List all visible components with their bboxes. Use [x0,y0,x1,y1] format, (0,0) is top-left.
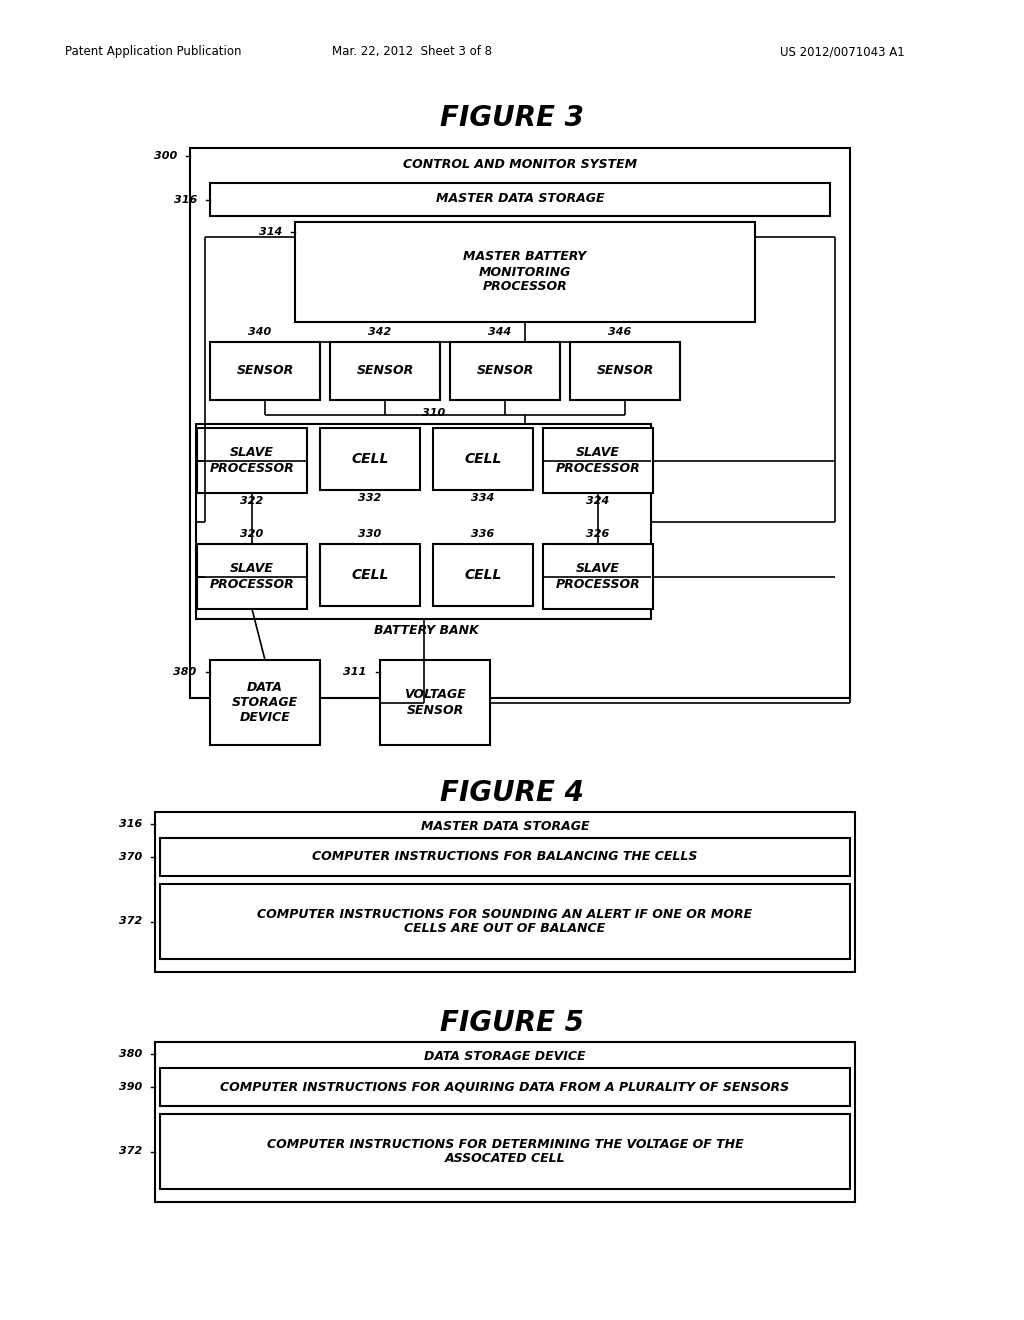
Text: 330: 330 [358,529,382,539]
Text: CONTROL AND MONITOR SYSTEM: CONTROL AND MONITOR SYSTEM [402,158,637,172]
Text: FIGURE 5: FIGURE 5 [440,1008,584,1038]
Text: 300: 300 [154,150,177,161]
Text: 310: 310 [422,408,445,418]
Text: 340: 340 [249,327,271,337]
Bar [380,660,490,744]
Bar [330,342,440,400]
Text: US 2012/0071043 A1: US 2012/0071043 A1 [780,45,905,58]
Text: CELL: CELL [351,451,389,466]
Bar [319,428,420,490]
Bar [197,428,307,492]
Bar [197,544,307,609]
Text: SENSOR: SENSOR [356,364,414,378]
Text: DATA STORAGE DEVICE: DATA STORAGE DEVICE [424,1049,586,1063]
Text: FIGURE 4: FIGURE 4 [440,779,584,807]
Text: 314: 314 [259,227,282,238]
Text: 316: 316 [174,195,197,205]
Text: 370: 370 [119,851,142,862]
Bar [543,428,653,492]
Text: DATA
STORAGE
DEVICE: DATA STORAGE DEVICE [232,681,298,723]
Text: 380: 380 [173,667,196,677]
Bar [155,812,855,972]
Text: SLAVE
PROCESSOR: SLAVE PROCESSOR [556,562,640,590]
Bar [210,183,830,216]
Text: SENSOR: SENSOR [476,364,534,378]
Text: 322: 322 [241,496,263,506]
Text: 336: 336 [471,529,495,539]
Text: CELL: CELL [464,568,502,582]
Bar [190,148,850,698]
Text: 326: 326 [587,529,609,539]
Text: 320: 320 [241,529,263,539]
Bar [160,1114,850,1189]
Text: MASTER BATTERY
MONITORING
PROCESSOR: MASTER BATTERY MONITORING PROCESSOR [464,251,587,293]
Text: 324: 324 [587,496,609,506]
Text: 372: 372 [119,1147,142,1156]
Bar [210,660,319,744]
Text: CELL: CELL [351,568,389,582]
Bar [196,424,651,619]
Text: SLAVE
PROCESSOR: SLAVE PROCESSOR [210,446,294,474]
Text: 316: 316 [119,818,142,829]
Text: 342: 342 [369,327,391,337]
Text: FIGURE 3: FIGURE 3 [440,104,584,132]
Text: VOLTAGE
SENSOR: VOLTAGE SENSOR [404,689,466,717]
Text: 311: 311 [343,667,366,677]
Text: 372: 372 [119,916,142,927]
Bar [543,544,653,609]
Bar [295,222,755,322]
Text: SENSOR: SENSOR [596,364,653,378]
Text: MASTER DATA STORAGE: MASTER DATA STORAGE [421,820,589,833]
Bar [160,838,850,876]
Bar [433,544,534,606]
Text: 346: 346 [608,327,632,337]
Text: COMPUTER INSTRUCTIONS FOR DETERMINING THE VOLTAGE OF THE
ASSOCATED CELL: COMPUTER INSTRUCTIONS FOR DETERMINING TH… [266,1138,743,1166]
Bar [570,342,680,400]
Text: BATTERY BANK: BATTERY BANK [374,624,479,638]
Text: SENSOR: SENSOR [237,364,294,378]
Bar [160,884,850,960]
Text: 332: 332 [358,492,382,503]
Text: COMPUTER INSTRUCTIONS FOR BALANCING THE CELLS: COMPUTER INSTRUCTIONS FOR BALANCING THE … [312,850,697,863]
Text: COMPUTER INSTRUCTIONS FOR AQUIRING DATA FROM A PLURALITY OF SENSORS: COMPUTER INSTRUCTIONS FOR AQUIRING DATA … [220,1081,790,1093]
Bar [319,544,420,606]
Text: SLAVE
PROCESSOR: SLAVE PROCESSOR [210,562,294,590]
Text: COMPUTER INSTRUCTIONS FOR SOUNDING AN ALERT IF ONE OR MORE
CELLS ARE OUT OF BALA: COMPUTER INSTRUCTIONS FOR SOUNDING AN AL… [257,908,753,936]
Text: 334: 334 [471,492,495,503]
Text: 390: 390 [119,1082,142,1092]
Text: 380: 380 [119,1049,142,1059]
Bar [210,342,319,400]
Text: Mar. 22, 2012  Sheet 3 of 8: Mar. 22, 2012 Sheet 3 of 8 [332,45,492,58]
Text: SLAVE
PROCESSOR: SLAVE PROCESSOR [556,446,640,474]
Bar [155,1041,855,1203]
Text: CELL: CELL [464,451,502,466]
Bar [433,428,534,490]
Text: Patent Application Publication: Patent Application Publication [65,45,242,58]
Text: MASTER DATA STORAGE: MASTER DATA STORAGE [436,193,604,206]
Text: 344: 344 [488,327,512,337]
Bar [160,1068,850,1106]
Bar [450,342,560,400]
